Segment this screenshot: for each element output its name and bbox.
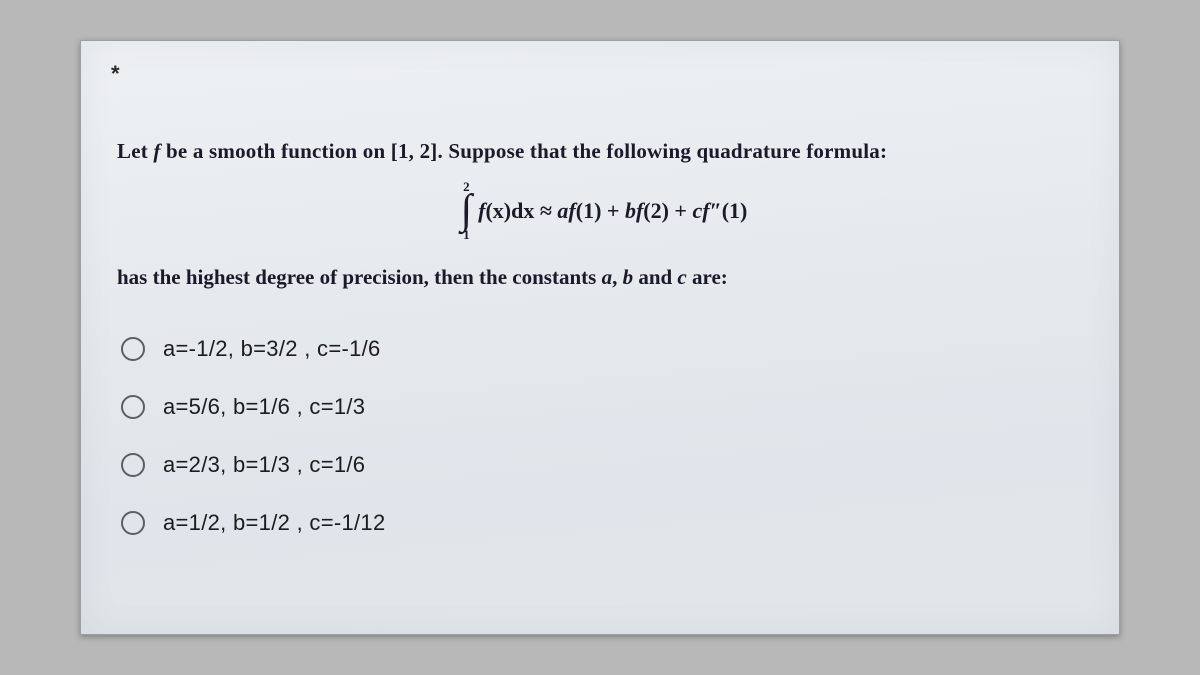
radio-icon[interactable]: [121, 511, 145, 535]
sep1: ,: [612, 265, 623, 289]
option-3[interactable]: a=2/3, b=1/3 , c=1/6: [121, 452, 1091, 478]
question-card: * Let f be a smooth function on [1, 2]. …: [80, 40, 1120, 635]
integral-lower-limit: 1: [463, 230, 470, 240]
radio-icon[interactable]: [121, 395, 145, 419]
integrand-xdx: (x)dx: [485, 198, 534, 223]
var-c: c: [677, 265, 686, 289]
options-list: a=-1/2, b=3/2 , c=-1/6 a=5/6, b=1/6 , c=…: [121, 336, 1091, 536]
rhs-arg1: (1) +: [576, 198, 625, 223]
option-1[interactable]: a=-1/2, b=3/2 , c=-1/6: [121, 336, 1091, 362]
required-asterisk: *: [111, 61, 120, 87]
rhs-arg2: (2) +: [643, 198, 692, 223]
option-4[interactable]: a=1/2, b=1/2 , c=-1/12: [121, 510, 1091, 536]
coef-c: c: [692, 198, 702, 223]
approx-sign: ≈: [534, 198, 557, 223]
coef-b: b: [625, 198, 636, 223]
radio-icon[interactable]: [121, 337, 145, 361]
interval: [1, 2]: [391, 139, 438, 163]
rhs-arg3: (1): [722, 198, 748, 223]
rhs-f1: f: [568, 198, 575, 223]
text-suppose: . Suppose that the following quadrature …: [437, 139, 887, 163]
quadrature-formula: 2 ∫ 1 f(x)dx ≈ af(1) + bf(2) + cf″(1): [117, 182, 1091, 241]
option-2[interactable]: a=5/6, b=1/6 , c=1/3: [121, 394, 1091, 420]
option-label: a=1/2, b=1/2 , c=-1/12: [163, 510, 386, 536]
text-be-smooth: be a smooth function on: [161, 139, 391, 163]
text-and: and: [633, 265, 677, 289]
question-line-1: Let f be a smooth function on [1, 2]. Su…: [117, 139, 1091, 164]
integral-sign: 2 ∫ 1: [461, 182, 473, 241]
option-label: a=5/6, b=1/6 , c=1/3: [163, 394, 365, 420]
radio-icon[interactable]: [121, 453, 145, 477]
var-b: b: [623, 265, 634, 289]
question-body: Let f be a smooth function on [1, 2]. Su…: [117, 139, 1091, 290]
option-label: a=2/3, b=1/3 , c=1/6: [163, 452, 365, 478]
var-f: f: [153, 139, 160, 163]
integral-symbol: ∫: [461, 192, 473, 230]
var-a: a: [602, 265, 613, 289]
option-label: a=-1/2, b=3/2 , c=-1/6: [163, 336, 381, 362]
text-are: are:: [687, 265, 728, 289]
text-has-highest: has the highest degree of precision, the…: [117, 265, 602, 289]
coef-a: a: [557, 198, 568, 223]
text-let: Let: [117, 139, 153, 163]
rhs-f3: f″: [702, 198, 721, 223]
question-line-2: has the highest degree of precision, the…: [117, 265, 1091, 290]
